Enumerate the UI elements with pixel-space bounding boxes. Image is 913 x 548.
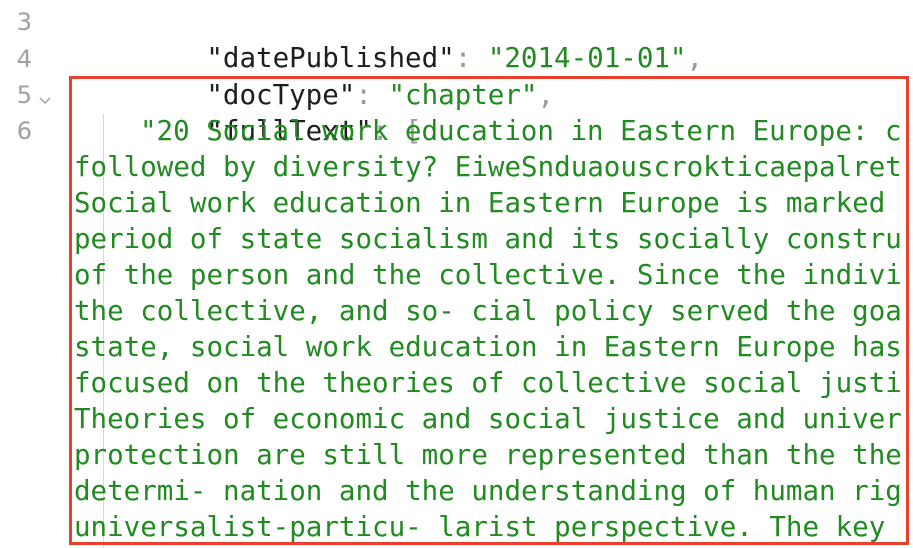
indent-guide [103,114,104,548]
text-line: "20 Social work education in Eastern Eur… [140,115,902,147]
line-number: 5 [16,81,32,109]
bracket: [ [405,115,422,147]
text-line: followed by diversity? EiweSnduaouscrokt… [74,151,902,183]
code-line: "datePublished": "2014-01-01", [107,4,703,74]
fold-toggle[interactable] [38,96,52,106]
text-line: of the person and the collective. Since … [74,259,902,291]
line-number: 3 [16,8,32,36]
json-key: "docType" [206,79,356,111]
comma: , [686,42,704,74]
highlight-box [69,76,909,545]
colon: : [371,115,389,147]
text-line: protection are still more represented th… [74,439,902,471]
text-line: determi- nation and the understanding of… [74,475,902,507]
colon: : [355,79,372,111]
comma: , [537,79,555,111]
code-line: "docType": "chapter", [107,41,554,111]
line-number: 6 [16,117,32,145]
text-line: focused on the theories of collective so… [74,367,902,399]
text-line: universalist-particu- larist perspective… [74,511,886,543]
code-line: "fullText": [ [107,77,421,147]
code-area: "datePublished": "2014-01-01", "docType":… [60,0,913,548]
json-string: "chapter" [388,79,538,111]
json-string: "2014-01-01" [487,42,687,74]
colon: : [454,42,472,74]
json-key: "fullText" [206,115,372,147]
text-line: period of state socialism and its social… [74,223,902,255]
text-line: state, social work education in Eastern … [74,331,902,363]
text-line: Social work education in Eastern Europe … [74,187,886,219]
line-number: 4 [16,45,32,73]
json-key: "datePublished" [206,42,455,74]
text-line: the collective, and so- cial policy serv… [74,295,902,327]
text-line: Theories of economic and social justice … [74,403,902,435]
